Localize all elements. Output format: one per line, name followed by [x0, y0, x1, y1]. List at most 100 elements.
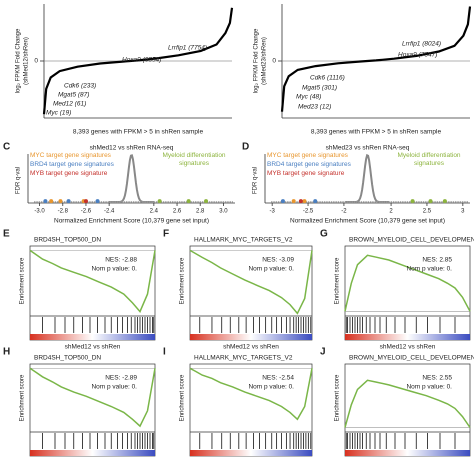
panel-letter: C [3, 142, 10, 153]
rank-gradient [345, 450, 470, 456]
geneset-point [298, 199, 303, 204]
chart-title: HALLMARK_MYC_TARGETS_V2 [194, 355, 293, 362]
panel-letter: H [3, 347, 10, 358]
ranked-curve [42, 7, 234, 115]
enrichment-curve [189, 367, 313, 421]
y-axis-label: Enrichment score [180, 374, 186, 421]
legend-label: BRD4 target gene signatures [267, 161, 351, 168]
rank-gradient [190, 334, 312, 340]
legend-label: MYC target gene signatures [30, 152, 111, 159]
legend-label: BRD4 target gene signatures [30, 161, 114, 168]
gene-annotation: Lrrfip1 (8024) [402, 41, 441, 48]
chart-title: BROWN_MYELOID_CELL_DEVELOPMENT_UP [349, 355, 474, 362]
panel-letter: D [242, 142, 249, 153]
gene-annotation: Cdk6 (1116) [310, 75, 345, 82]
enrichment-curve [344, 254, 471, 312]
comparison-label: shMed12 vs shRen [380, 344, 436, 351]
gene-annotation: Hoxa9 (7547) [398, 52, 437, 59]
x-tick-label: 2 [389, 209, 393, 215]
legend-label: MYB target gene signature [267, 170, 345, 177]
x-tick-label: -2.6 [81, 209, 92, 215]
x-tick-label: -2.5 [303, 209, 314, 215]
stat-annotation: Nom p value: 0. [91, 266, 137, 273]
stat-annotation: NES: 2.85 [422, 257, 452, 264]
gene-annotation: Med12 (61) [53, 101, 86, 108]
gene-annotation: Myc (48) [296, 94, 321, 101]
stat-annotation: Nom p value: 0. [248, 266, 294, 273]
gene-annotation: Lrrfip1 (7754) [168, 45, 207, 52]
geneset-point [49, 199, 54, 204]
legend-label: MYB target gene signature [30, 170, 108, 177]
x-tick-label: 2.5 [423, 209, 432, 215]
geneset-point [83, 199, 88, 204]
y-tick-label: 0 [34, 58, 38, 65]
geneset-point [58, 199, 63, 204]
chart-title: shMed12 vs shRen RNA-seq [90, 145, 174, 152]
x-tick-label: -2.8 [58, 209, 69, 215]
stat-annotation: NES: -3.09 [262, 257, 294, 264]
legend-label: Myeloid differentiation signatures [397, 152, 461, 167]
ranked-curve [280, 6, 472, 112]
x-tick-label: 2.4 [150, 209, 159, 215]
panel-letter: G [320, 229, 328, 240]
geneset-point [95, 199, 100, 204]
stat-annotation: NES: 2.55 [422, 375, 452, 382]
legend-item: Myeloid differentiation signatures [162, 152, 226, 167]
gene-annotation: Myc (19) [46, 110, 71, 117]
legend-label: MYC target gene signatures [267, 152, 348, 159]
y-axis-label: FDR q-val [253, 167, 259, 194]
x-tick-label: 3.0 [219, 209, 228, 215]
y-axis-label: log₂ FPKM Fold Change [16, 28, 22, 93]
chart-title: HALLMARK_MYC_TARGETS_V2 [194, 237, 293, 244]
rank-gradient [345, 334, 470, 340]
enrichment-curve [189, 249, 313, 315]
geneset-point [410, 199, 415, 204]
y-axis-label: Enrichment score [180, 257, 186, 304]
y-axis-label: (shMed23/shRen) [262, 37, 268, 85]
geneset-point [43, 199, 48, 204]
geneset-point [442, 199, 447, 204]
legend-item: MYB target gene signature [267, 170, 345, 177]
x-axis-label: Normalized Enrichment Score (10,379 gene… [54, 218, 209, 225]
gene-annotation: Mgat5 (301) [302, 85, 337, 92]
stat-annotation: Nom p value: 0. [91, 384, 137, 391]
comparison-label: shMed12 vs shRen [223, 344, 279, 351]
y-axis-label: Enrichment score [20, 374, 26, 421]
comparison-label: shMed12 vs shRen [65, 344, 121, 351]
enrichment-curve [29, 249, 156, 313]
chart-title: BRD4SH_TOP500_DN [34, 237, 101, 244]
gene-annotation: Mgat5 (87) [58, 92, 89, 99]
y-tick-label: 0 [272, 58, 276, 65]
legend-item: MYB target gene signature [30, 170, 108, 177]
geneset-point [313, 199, 318, 204]
chart-title: BRD4SH_TOP500_DN [34, 355, 101, 362]
legend-item: Myeloid differentiation signatures [397, 152, 461, 167]
y-axis-label: Enrichment score [20, 257, 26, 304]
panel-letter: I [163, 347, 166, 358]
enrichment-curve [344, 379, 471, 428]
geneset-point [280, 199, 285, 204]
legend-item: MYC target gene signatures [267, 152, 348, 159]
y-axis-label: log₂ FPKM Fold Change [254, 28, 260, 93]
geneset-point [291, 199, 296, 204]
stat-annotation: Nom p value: 0. [406, 384, 452, 391]
legend-item: BRD4 target gene signatures [267, 161, 351, 168]
x-tick-label: -3 [270, 209, 276, 215]
x-axis-label: 8,393 genes with FPKM > 5 in shRen sampl… [311, 129, 442, 136]
x-tick-label: 2.6 [173, 209, 182, 215]
panel-letter: F [163, 229, 169, 240]
stat-annotation: NES: -2.88 [105, 257, 137, 264]
x-axis-label: Normalized Enrichment Score (10,379 gene… [290, 218, 445, 225]
y-axis-label: Enrichment score [335, 257, 341, 304]
legend-label: Myeloid differentiation signatures [162, 152, 226, 167]
legend-item: MYC target gene signatures [30, 152, 111, 159]
geneset-point [204, 199, 209, 204]
y-axis-label: (shMed12/shRen) [24, 37, 30, 85]
chart-title: BROWN_MYELOID_CELL_DEVELOPMENT_UP [349, 237, 474, 244]
x-tick-label: 2.8 [196, 209, 205, 215]
stat-annotation: NES: -2.89 [105, 375, 137, 382]
y-axis-label: FDR q-val [16, 167, 22, 194]
rank-gradient [190, 450, 312, 456]
